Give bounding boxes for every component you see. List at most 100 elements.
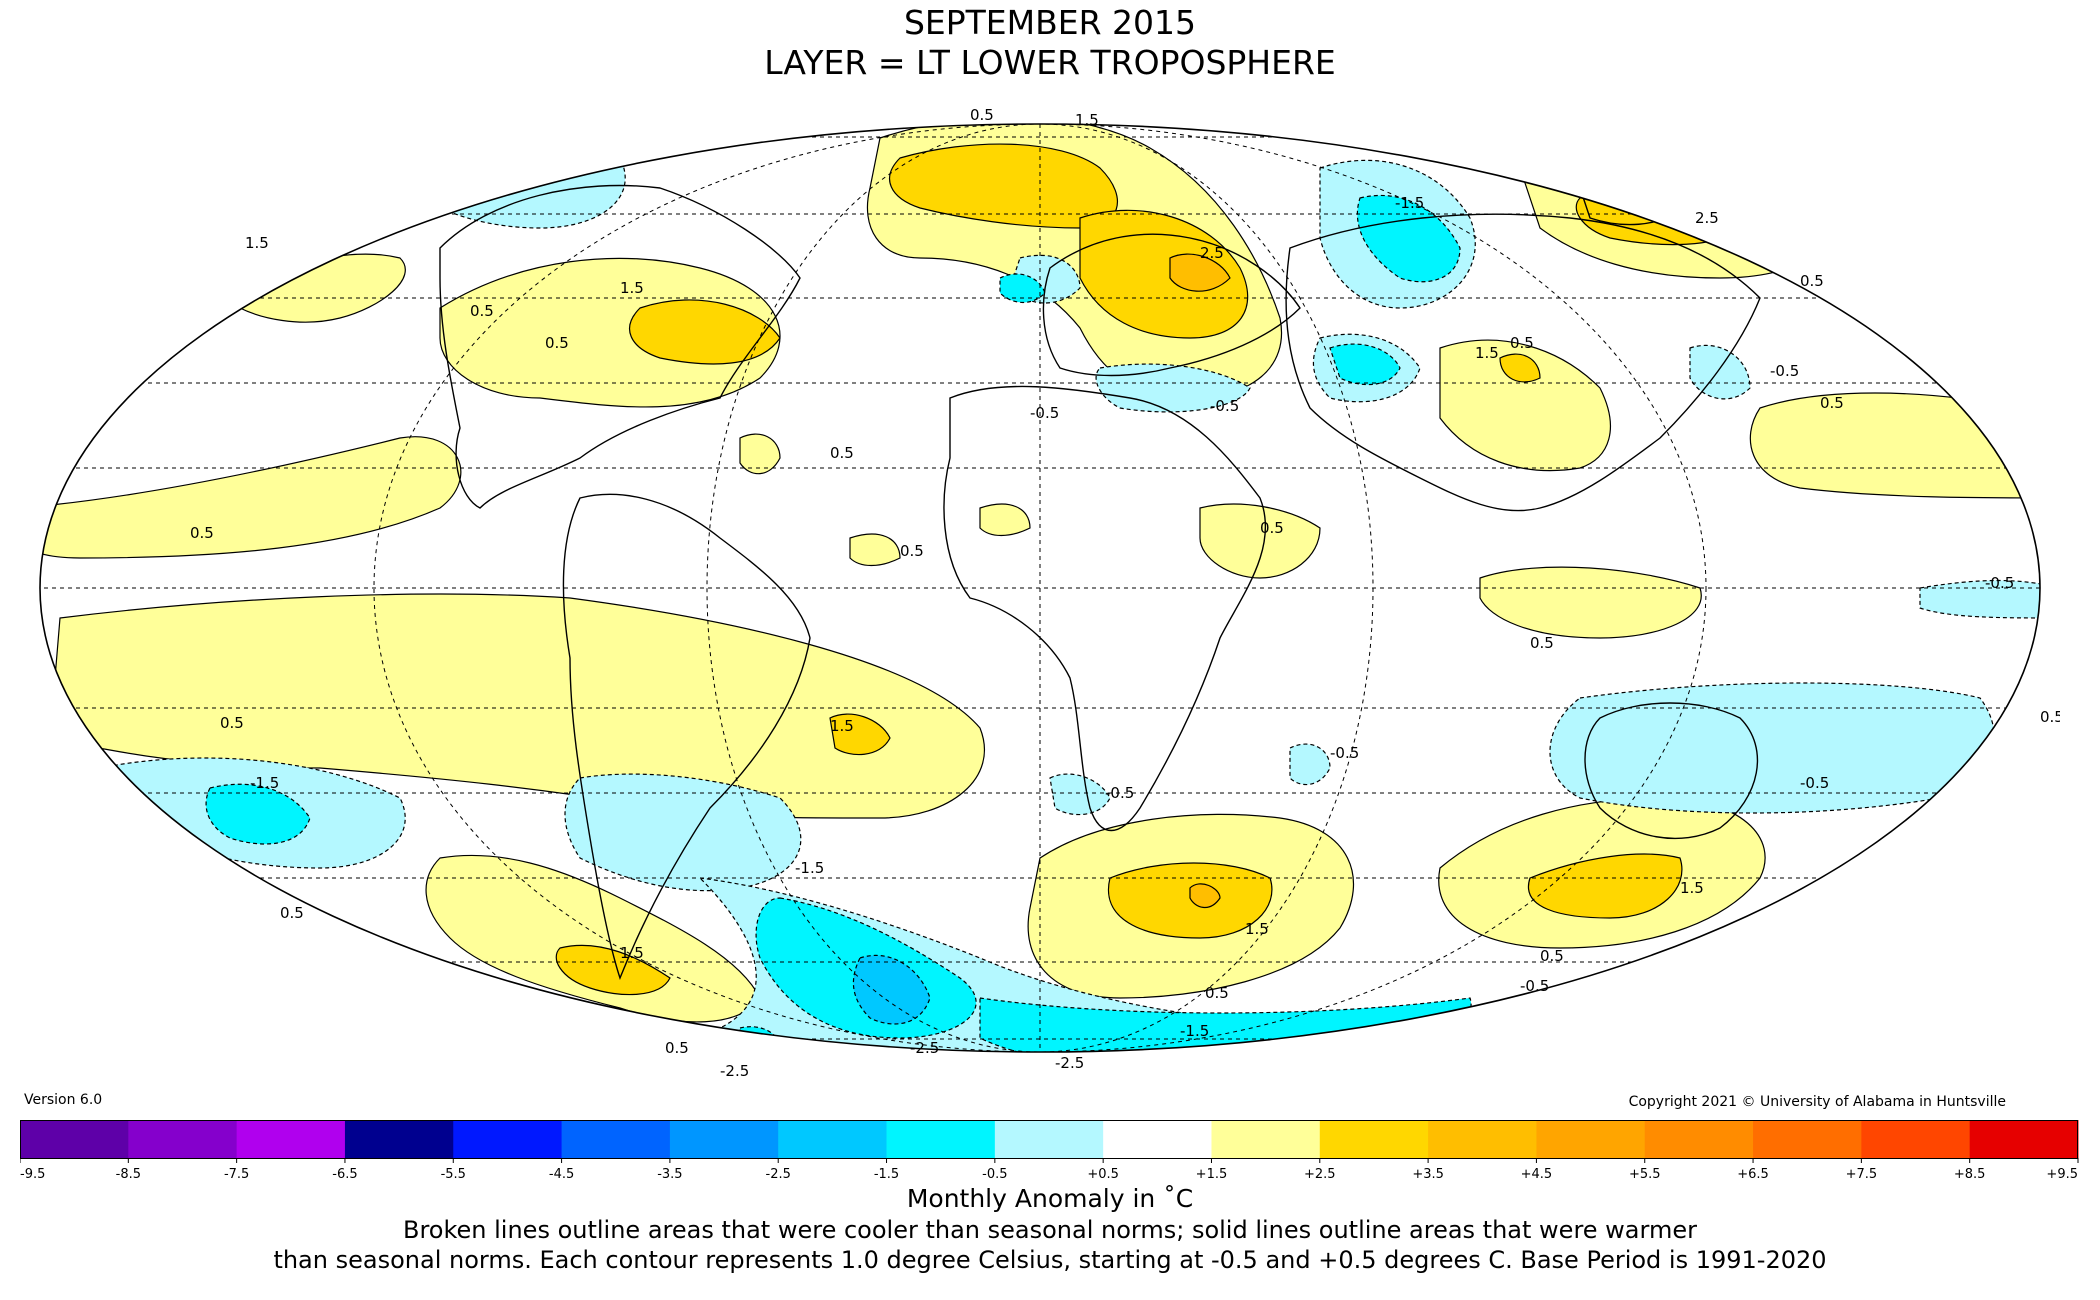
caption-line-1: Broken lines outline areas that were coo… [403, 1216, 1697, 1244]
contour-label: 0.5 [900, 542, 924, 560]
warm-anomaly-region [1439, 339, 1611, 472]
colorbar-outline [20, 1120, 2078, 1159]
warm-anomaly-region [849, 533, 901, 567]
contour-label: 1.5 [620, 279, 644, 297]
cool-anomaly-region [1049, 773, 1111, 816]
warm-anomaly-region [40, 436, 462, 559]
colorbar-segment [1103, 1120, 1212, 1158]
warm-anomaly-region [1527, 853, 1683, 919]
cool-anomaly-region [1689, 344, 1751, 400]
colorbar-tick-label: -4.5 [549, 1167, 574, 1182]
globe-outline [39, 123, 2041, 1053]
cool-anomaly-region [1289, 743, 1331, 786]
contour-label: -0.5 [1985, 574, 2014, 592]
contour-label: -1.5 [1180, 1022, 1209, 1040]
colorbar-tick-label: +7.5 [1846, 1167, 1878, 1182]
warm-anomaly-region [425, 854, 761, 1023]
contour-label: 1.5 [1075, 111, 1099, 129]
colorbar-tick-label: +8.5 [1954, 1167, 1986, 1182]
colorbar-segment [1319, 1120, 1429, 1158]
colorbar-tick-label: +4.5 [1521, 1167, 1553, 1182]
cool-anomaly-region [999, 273, 1046, 303]
warm-anomaly-region [439, 257, 781, 408]
colorbar-segment [1861, 1120, 1971, 1158]
contour-label: 0.5 [665, 1039, 689, 1057]
colorbar-segment [236, 1120, 346, 1158]
colorbar-tick-label: -5.5 [441, 1167, 466, 1182]
contour-label: 1.5 [830, 717, 854, 735]
contour-label: -2.5 [910, 1039, 939, 1057]
colorbar-segment [778, 1120, 888, 1158]
contour-label: 0.5 [830, 444, 854, 462]
contour-label: -0.5 [1105, 784, 1134, 802]
contour-label: 0.5 [220, 714, 244, 732]
colorbar-tick-label: +3.5 [1412, 1167, 1444, 1182]
colorbar-tick-label: -2.5 [766, 1167, 791, 1182]
contour-label: -0.5 [1520, 977, 1549, 995]
colorbar-tick-label: +0.5 [1087, 1167, 1119, 1182]
contour-label: 0.5 [545, 334, 569, 352]
cool-anomaly-region [435, 143, 561, 193]
colorbar-segment [1969, 1120, 2079, 1158]
contour-label: -0.5 [1330, 744, 1359, 762]
contour-label: 0.5 [1530, 634, 1554, 652]
cool-anomaly-region [409, 127, 626, 229]
contour-label: 0.5 [1800, 272, 1824, 290]
colorbar-tick-label: +6.5 [1737, 1167, 1769, 1182]
contour-label: 1.5 [1475, 344, 1499, 362]
warm-anomaly-region [629, 299, 781, 365]
contour-label: -0.5 [1800, 774, 1829, 792]
cool-anomaly-region [1549, 682, 1995, 814]
warm-anomaly-region [1199, 503, 1321, 579]
colorbar-segment [344, 1120, 454, 1158]
warm-anomaly-region [1999, 417, 2040, 449]
contour-label: 0.5 [280, 904, 304, 922]
colorbar-unit-label: Monthly Anomaly in ˚C [906, 1184, 1194, 1213]
colorbar-segment [1211, 1120, 1321, 1158]
contour-label: 0.5 [1540, 947, 1564, 965]
contour-label: -1.5 [795, 859, 824, 877]
contour-label: -2.5 [720, 1062, 749, 1080]
copyright-notice: Copyright 2021 © University of Alabama i… [1628, 1094, 2006, 1110]
cool-anomaly-region [564, 773, 802, 892]
colorbar-tick-label: -1.5 [874, 1167, 899, 1182]
cool-anomaly-region [1095, 363, 1251, 413]
contour-label: 0.5 [970, 106, 994, 124]
contour-label: 0.5 [1205, 984, 1229, 1002]
colorbar-tick-label: -3.5 [657, 1167, 682, 1182]
contour-label: 2.5 [1695, 209, 1719, 227]
caption-line-2: than seasonal norms. Each contour repres… [273, 1246, 1827, 1274]
colorbar-tick-label: +5.5 [1629, 1167, 1661, 1182]
colorbar-segment [1644, 1120, 1754, 1158]
map-title: SEPTEMBER 2015 [903, 3, 1197, 42]
contour-label: 0.5 [2040, 708, 2060, 726]
colorbar-segment [453, 1120, 563, 1158]
colorbar-segment [1536, 1120, 1646, 1158]
colorbar-tick-label: -7.5 [224, 1167, 249, 1182]
warm-anomaly-region [555, 944, 671, 996]
anomaly-map: 0.5 1.5 2.5 2.5 0.5 1.5 0.5 0.5 0.5 1.5 … [39, 106, 2060, 1080]
colorbar-tick-label: -6.5 [332, 1167, 357, 1182]
map-subtitle: LAYER = LT LOWER TROPOSPHERE [764, 43, 1336, 82]
contour-label: 0.5 [470, 302, 494, 320]
colorbar-tick-label: +9.5 [2046, 1167, 2078, 1182]
contour-label: -1.5 [1395, 194, 1424, 212]
warm-anomaly-region [739, 433, 781, 475]
colorbar-segment [561, 1120, 671, 1158]
colorbar-segment [669, 1120, 779, 1158]
colorbar-segment [1428, 1120, 1537, 1158]
contour-label: 1.5 [620, 944, 644, 962]
contour-label: 1.5 [1680, 879, 1704, 897]
colorbar-tick-label: +2.5 [1304, 1167, 1336, 1182]
cool-anomaly-region [205, 783, 311, 845]
warm-anomaly-region [979, 503, 1031, 537]
warm-anomaly-region [1499, 353, 1541, 383]
contour-label: -0.5 [1770, 362, 1799, 380]
warm-anomaly-region [1169, 253, 1231, 292]
colorbar-segment [994, 1120, 1104, 1158]
cool-anomaly-region [1919, 579, 2040, 619]
warm-anomaly-region [1189, 883, 1221, 908]
contour-label: -2.5 [1055, 1054, 1084, 1072]
coastlines [439, 183, 1761, 981]
colorbar-segment [20, 1120, 129, 1158]
